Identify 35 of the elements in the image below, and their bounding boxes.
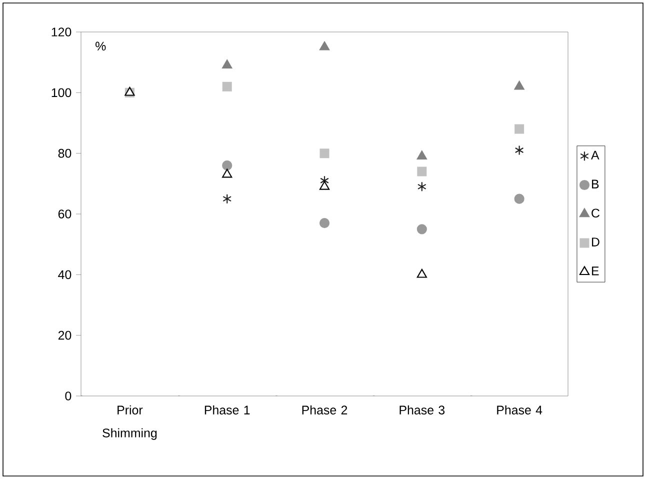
point	[514, 124, 524, 134]
x-tick-label: Phase 1	[204, 405, 250, 414]
point	[222, 194, 232, 204]
y-tick-label: 100	[52, 88, 72, 98]
point	[514, 80, 524, 90]
point	[416, 150, 427, 160]
point	[514, 145, 524, 156]
legend-label: B	[592, 180, 599, 188]
point	[514, 194, 524, 204]
point	[319, 218, 330, 228]
y-tick-label: 40	[58, 270, 72, 280]
x-tick-label: Phase 4	[497, 405, 542, 414]
legend-label: A	[591, 150, 600, 160]
legend-label: E	[592, 266, 599, 276]
x-tick-label: Prior Shimming	[102, 405, 157, 440]
legend-label: D	[592, 238, 600, 246]
point	[222, 82, 232, 92]
point	[222, 168, 232, 178]
y-tick-label: 120	[52, 28, 72, 36]
y-tick-label: 0	[65, 392, 72, 400]
point	[417, 182, 426, 192]
x-tick-label: Phase 3	[400, 405, 445, 414]
point	[416, 224, 427, 234]
point	[417, 166, 427, 176]
y-tick-label: 60	[58, 210, 72, 218]
legend-label: C	[592, 208, 600, 218]
y-axis-title: %	[96, 42, 106, 51]
y-tick-label: 80	[58, 148, 72, 158]
y-tick-label: 20	[58, 330, 72, 340]
point	[319, 41, 330, 50]
x-tick-label: Phase 2	[302, 405, 348, 414]
point	[320, 148, 330, 158]
point	[222, 160, 232, 170]
point	[319, 180, 330, 190]
point	[222, 60, 232, 68]
